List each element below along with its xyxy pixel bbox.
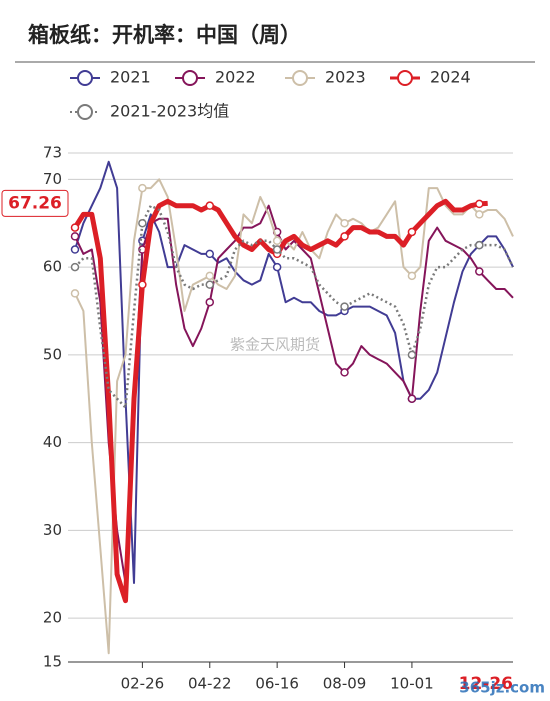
series-marker: [475, 240, 484, 250]
legend-marker: [292, 70, 308, 86]
legend-label: 2021: [110, 68, 151, 87]
x-tick-label: 06-16: [255, 675, 299, 693]
legend-label: 2023: [325, 68, 366, 87]
series-marker: [272, 236, 282, 246]
series-marker: [340, 302, 349, 311]
series-line: [72, 198, 488, 604]
series-marker: [70, 262, 80, 272]
y-tick-label: 40: [43, 433, 62, 451]
x-pointer-label: 12-26: [459, 674, 513, 694]
series-marker: [205, 249, 215, 259]
y-tick-label: 50: [43, 345, 62, 363]
series-marker: [272, 245, 282, 254]
series-marker: [70, 223, 80, 232]
series-marker: [138, 280, 147, 289]
y-tick-label: 30: [43, 521, 62, 539]
y-tick-label: 73: [43, 144, 62, 162]
series-marker: [407, 394, 417, 403]
y-tick-label: 15: [43, 653, 62, 671]
series-marker: [272, 262, 282, 272]
series-marker: [205, 271, 215, 281]
series-marker: [407, 350, 417, 360]
legend-marker: [77, 70, 93, 86]
series-line: [74, 178, 514, 655]
x-tick-label: 04-22: [188, 675, 232, 693]
y-tick-label: 60: [43, 258, 62, 276]
series-line: [74, 204, 515, 409]
series-marker: [70, 232, 80, 241]
series-marker: [205, 201, 215, 210]
legend-marker: [182, 70, 198, 86]
series-line: [74, 160, 514, 584]
series-marker: [138, 183, 147, 193]
series-marker: [475, 210, 484, 219]
series-marker: [70, 245, 80, 254]
y-pointer-box: [1, 189, 69, 217]
chart-title: 箱板纸：开机率：中国（周）: [28, 23, 301, 47]
y-tick-label: 20: [43, 609, 62, 627]
series-marker: [340, 218, 349, 228]
legend-marker: [77, 104, 93, 120]
series-marker: [475, 267, 484, 276]
watermark: 紫金天风期货: [230, 336, 320, 354]
legend-label: 2024: [430, 68, 471, 87]
series-marker: [340, 232, 349, 241]
legend-label: 2022: [215, 68, 256, 87]
series-line: [74, 204, 514, 584]
series-marker: [340, 368, 349, 377]
x-tick-label: 02-26: [121, 675, 165, 693]
series-marker: [205, 280, 215, 289]
y-tick-label: 70: [43, 170, 62, 188]
x-tick-label: 10-01: [390, 675, 434, 693]
series-marker: [205, 297, 215, 307]
series-marker: [138, 218, 147, 228]
x-tick-label: 08-09: [323, 675, 367, 693]
series-marker: [475, 199, 484, 209]
legend-label: 2021-2023均值: [110, 102, 229, 121]
series-marker: [407, 227, 417, 237]
series-marker: [70, 289, 80, 298]
series-marker: [407, 271, 417, 281]
legend-marker: [397, 70, 413, 86]
site-watermark: 365jz.com: [459, 679, 545, 697]
y-pointer-label: 67.26: [8, 193, 62, 213]
